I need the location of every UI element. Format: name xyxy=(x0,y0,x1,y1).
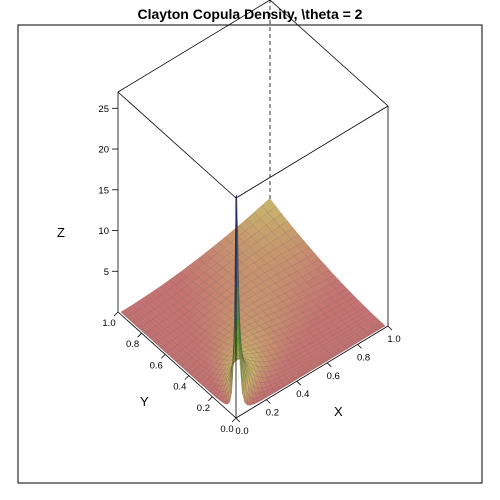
y-tick xyxy=(184,375,190,380)
x-tick-label: 0.0 xyxy=(235,426,248,437)
x-tick-label: 0.8 xyxy=(357,352,370,363)
y-tick xyxy=(208,396,213,402)
surface xyxy=(120,194,386,406)
chart-title: Clayton Copula Density, \theta = 2 xyxy=(137,6,363,22)
z-tick-label: 5 xyxy=(104,267,109,278)
y-tick-label: 1.0 xyxy=(102,318,115,329)
plot-frame xyxy=(17,24,483,484)
y-axis-line xyxy=(117,311,237,419)
axis-ticks: 0.0 0.2 0.4 0.6 0.8 1.0 0.0 0.2 0.4 0.6 0.8 1.0 5 10 1… xyxy=(98,104,400,437)
y-tick-label: 0.8 xyxy=(126,339,139,350)
front-box xyxy=(117,91,389,419)
top-edge-front-right xyxy=(235,105,389,199)
z-tick-label: 10 xyxy=(98,226,109,237)
top-edge-back-right xyxy=(269,0,389,107)
y-tick-label: 0.4 xyxy=(173,382,186,393)
top-edge-back-left xyxy=(117,0,271,93)
x-tick xyxy=(266,399,271,404)
x-tick xyxy=(326,362,332,368)
z-axis-title: Z xyxy=(57,225,65,240)
y-tick-label: 0.0 xyxy=(220,424,233,435)
z-tick-label: 15 xyxy=(98,185,109,196)
x-tick-label: 0.2 xyxy=(266,408,279,419)
surface-facet xyxy=(250,402,255,406)
x-tick-label: 1.0 xyxy=(387,334,400,345)
x-tick xyxy=(357,344,362,349)
z-tick-label: 20 xyxy=(98,145,109,156)
y-tick xyxy=(137,332,142,338)
x-tick-label: 0.6 xyxy=(327,371,340,382)
x-tick-label: 0.4 xyxy=(296,389,309,400)
y-tick xyxy=(113,311,119,317)
back-box xyxy=(117,0,389,220)
surface-facet xyxy=(235,195,238,197)
x-axis-title: X xyxy=(334,404,343,419)
y-tick-label: 0.6 xyxy=(150,360,163,371)
x-tick xyxy=(387,325,393,331)
y-axis-title: Y xyxy=(140,394,149,409)
x-tick xyxy=(235,417,241,423)
y-tick-label: 0.2 xyxy=(197,403,210,414)
y-tick xyxy=(231,417,237,423)
x-axis-line xyxy=(235,325,389,419)
z-tick-label: 25 xyxy=(98,104,109,115)
top-edge-front-left xyxy=(117,91,237,199)
y-tick xyxy=(160,354,166,359)
x-tick xyxy=(296,380,302,386)
